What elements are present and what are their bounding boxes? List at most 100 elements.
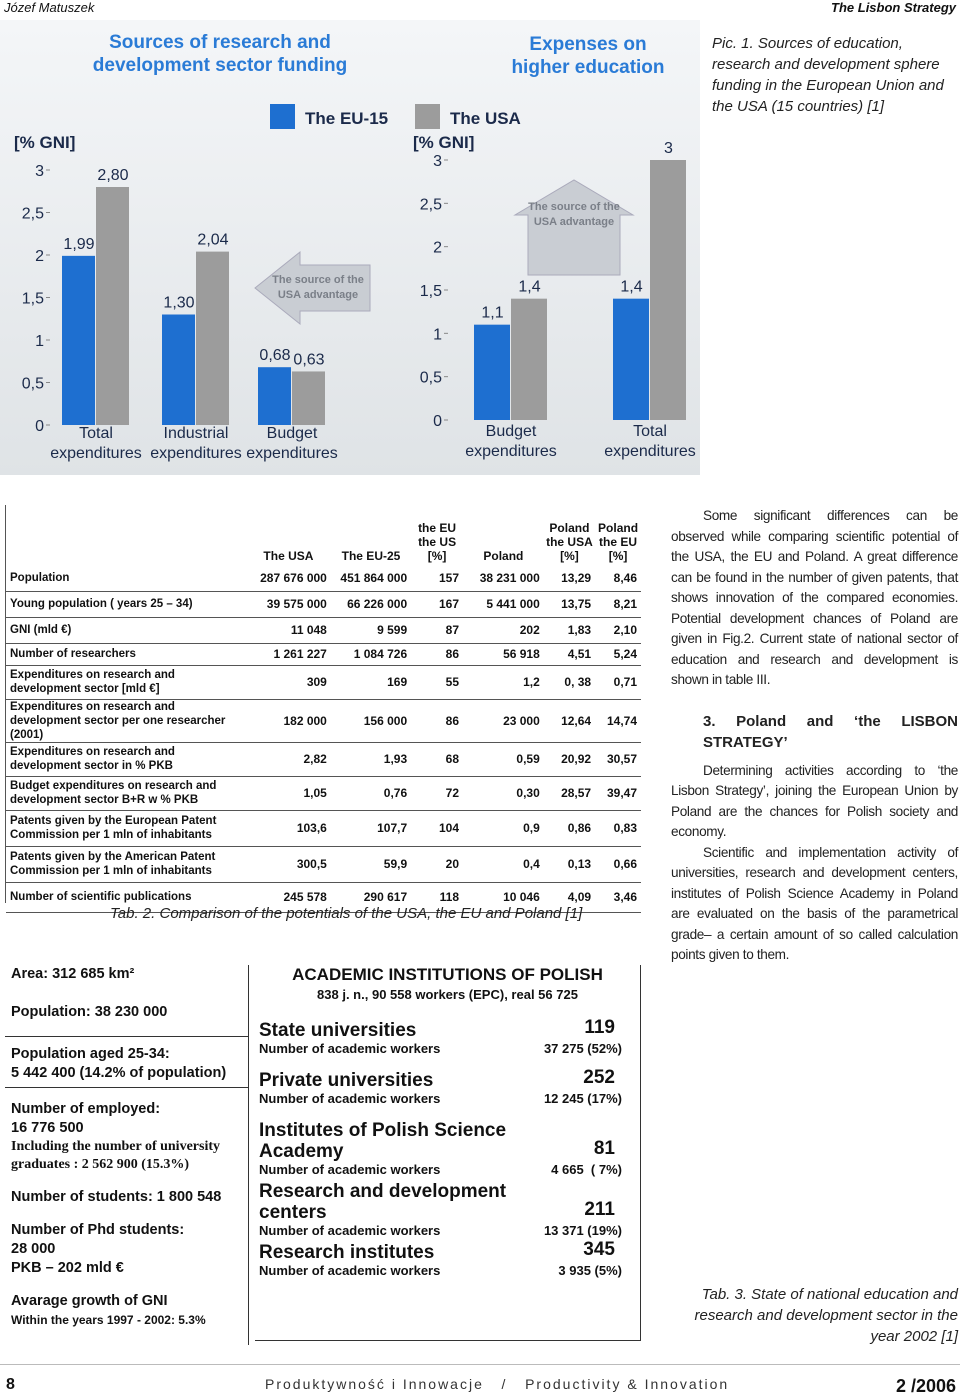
table-cell: 12,64 (543, 699, 596, 743)
table-cell: 0, 38 (543, 665, 596, 700)
table-cell: 86 (411, 699, 464, 743)
table-cell: 0,30 (463, 776, 544, 811)
table-cell: 20 (411, 846, 464, 883)
y-tick-label: 2,5 (22, 206, 44, 223)
value-label: 1,4 (620, 279, 642, 296)
table-cell: 11 048 (245, 617, 331, 644)
y-tick-label: 3 (433, 153, 442, 170)
row-label: Expenditures on research and development… (6, 699, 246, 743)
table-cell: 4,09 (543, 882, 596, 913)
y-tick-label: 0,5 (22, 376, 44, 393)
category-label: Budget expenditures (246, 425, 338, 462)
table-row: Population 287 676 000 451 864 000 157 38 23… (6, 565, 641, 592)
institution-name: State universities (259, 1020, 417, 1041)
column-header: The USA (263, 549, 314, 563)
figure-caption: Pic. 1. Sources of education, research a… (712, 35, 944, 115)
y-tick-label: 3 (35, 163, 44, 180)
table-cell: 5 441 000 (463, 591, 544, 618)
institution-name: Private universities (259, 1070, 434, 1091)
table-cell: 0,71 (595, 665, 641, 700)
table-cell: 1 084 726 (330, 643, 412, 666)
row-label: GNI (mld €) (6, 617, 246, 644)
fact: 16 776 500 (11, 1120, 84, 1136)
worker-count: 4 665 ( 7%) (551, 1162, 622, 1177)
table-cell: 86 (411, 643, 464, 666)
table-row: Patents given by the American Patent Com… (6, 846, 641, 883)
table-cell: 8,21 (595, 591, 641, 618)
legend-label: The EU-15 (305, 109, 388, 128)
table-cell: 66 226 000 (330, 591, 412, 618)
bar (613, 298, 649, 420)
y-tick-label: 2 (35, 248, 44, 265)
table-cell: 1 261 227 (245, 643, 331, 666)
table-cell: 55 (411, 665, 464, 700)
table-cell: 20,92 (543, 742, 596, 777)
row-label: Expenditures on research and development… (6, 665, 246, 700)
fact: 5 442 400 (14.2% of population) (11, 1065, 227, 1081)
fact: Number of students: 1 800 548 (11, 1189, 222, 1205)
institution: State universities 119 Number of academic … (255, 1017, 640, 1056)
institution-row: Number of academic workers 12 245 (17%) (259, 1091, 640, 1106)
y-tick-label: 0 (433, 413, 442, 430)
table-cell: 56 918 (463, 643, 544, 666)
table-cell: 0,83 (595, 810, 641, 847)
table-cell: 287 676 000 (245, 565, 331, 592)
value-label: 1,4 (518, 279, 540, 296)
worker-label: Number of academic workers (259, 1162, 441, 1177)
bar (96, 187, 129, 425)
fact: Number of employed: 16 776 500 Including … (5, 1088, 248, 1330)
row-label: Patents given by the European Patent Com… (6, 810, 246, 847)
table-cell: 4,51 (543, 643, 596, 666)
table-cell: 5,24 (595, 643, 641, 666)
bar (292, 371, 325, 425)
paragraph: Determining activities according to ‘the… (671, 762, 958, 840)
fact: 28 000 (11, 1241, 56, 1257)
footer-rule (0, 1364, 960, 1365)
y-axis-label: [% GNI] (413, 133, 474, 152)
institution-count: 119 (584, 1017, 615, 1038)
table-cell: 2,10 (595, 617, 641, 644)
bar (196, 251, 229, 425)
table-row: Expenditures on research and development… (6, 699, 641, 743)
legend-swatch (270, 104, 295, 129)
legend-label: The USA (450, 109, 521, 128)
table-cell: 0,59 (463, 742, 544, 777)
table-cell: 245 578 (245, 882, 331, 913)
table-cell: 14,74 (595, 699, 641, 743)
journal-name: Produktywność i Innowacje / Productivity… (265, 1376, 730, 1392)
table-cell: 107,7 (330, 810, 412, 847)
table-cell: 10 046 (463, 882, 544, 913)
bar (511, 298, 547, 420)
column-header: The EU-25 (341, 549, 401, 563)
value-label: 0,63 (293, 351, 324, 368)
paragraph: Some significant differences can be obse… (671, 508, 958, 687)
table-row: Young population ( years 25 – 34) 39 575 … (6, 591, 641, 618)
table3-caption: Tab. 3. State of national education and … (694, 1286, 959, 1345)
y-tick-label: 1 (35, 333, 44, 350)
table-row: GNI (mld €) 11 048 9 599 87 202 1,83 2,10 (6, 617, 641, 644)
running-title: The Lisbon Strategy (831, 0, 956, 15)
bar (162, 314, 195, 425)
table-cell: 1,83 (543, 617, 596, 644)
table-cell: 3,46 (595, 882, 641, 913)
table-cell: 1,2 (463, 665, 544, 700)
table-cell: 202 (463, 617, 544, 644)
worker-label: Number of academic workers (259, 1263, 441, 1278)
value-label: 1,30 (163, 295, 194, 312)
column-header: Poland the USA [%] (546, 521, 593, 563)
table-cell: 182 000 (245, 699, 331, 743)
table-row: Patents given by the European Patent Com… (6, 810, 641, 847)
row-label: Young population ( years 25 – 34) (6, 591, 246, 618)
y-axis-label: [% GNI] (14, 133, 75, 152)
institutions-title: ACADEMIC INSTITUTIONS OF POLISH (292, 965, 603, 984)
row-label: Number of scientific publications (6, 882, 246, 913)
table-cell: 0,86 (543, 810, 596, 847)
institution: Research institutes 345 Number of academic… (255, 1239, 640, 1278)
annotation: The source of the USA advantage (272, 274, 364, 301)
table-cell: 2,82 (245, 742, 331, 777)
y-tick-label: 1,5 (420, 283, 442, 300)
institution-count: 252 (583, 1067, 615, 1088)
table-cell: 9 599 (330, 617, 412, 644)
fact: Population: 38 230 000 (11, 1004, 168, 1020)
worker-count: 3 935 (5%) (558, 1263, 622, 1278)
